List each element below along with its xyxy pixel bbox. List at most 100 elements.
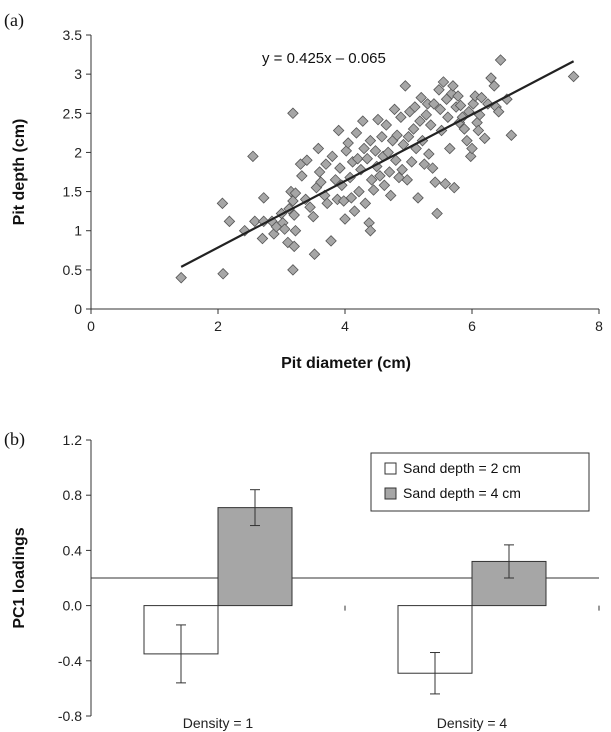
scatter-y-axis-title: Pit depth (cm) (11, 119, 28, 226)
scatter-y-tick-label: 2.5 (63, 105, 83, 121)
scatter-point (458, 123, 471, 135)
scatter-point (217, 268, 229, 280)
scatter-point (472, 124, 485, 137)
scatter-point (348, 205, 361, 217)
scatter-point (359, 197, 372, 210)
panel-a-label: (a) (4, 10, 24, 31)
scatter-point (415, 91, 427, 104)
scatter-y-tick-label: 3 (74, 66, 82, 82)
scatter-point (448, 181, 460, 194)
scatter-point (325, 235, 337, 247)
scatter-point (466, 142, 478, 155)
bar-y-ticks: 1.2 0.8 0.4 0.0 -0.4 -0.8 (58, 432, 91, 724)
scatter-point (467, 98, 480, 110)
scatter-point (414, 115, 426, 127)
scatter-point (428, 98, 440, 110)
scatter-point (494, 54, 507, 66)
scatter-y-tick-label: 0 (74, 301, 82, 317)
scatter-point (351, 152, 364, 165)
scatter-x-ticks: 0 2 4 6 8 (87, 309, 603, 334)
scatter-point (405, 156, 418, 168)
bar-y-tick-label: 0.8 (63, 487, 83, 503)
scatter-point (374, 170, 386, 182)
scatter-point (442, 111, 454, 123)
legend-box (370, 452, 590, 512)
scatter-point (358, 142, 370, 155)
scatter-point (485, 72, 497, 84)
panel-b-label: (b) (4, 429, 25, 450)
scatter-point (289, 224, 302, 237)
scatter-point (287, 107, 299, 120)
scatter-point (376, 131, 388, 143)
scatter-point (482, 98, 494, 110)
scatter-point (434, 103, 447, 116)
scatter-point (433, 84, 445, 96)
scatter-point (488, 80, 500, 92)
scatter-point (420, 109, 433, 121)
scatter-point (357, 115, 369, 127)
legend-label-4cm: Sand depth = 4 cm (403, 485, 521, 501)
scatter-x-tick-label: 8 (595, 318, 603, 334)
scatter-point (567, 70, 580, 83)
legend-swatch-4cm (384, 487, 397, 500)
scatter-point (315, 176, 327, 188)
scatter-point (388, 103, 401, 116)
scatter-point (431, 207, 443, 220)
category-label: Density = 4 (437, 715, 508, 731)
scatter-point (308, 248, 321, 260)
trendline-equation: y = 0.425x – 0.065 (262, 50, 386, 67)
legend-label-2cm: Sand depth = 2 cm (403, 460, 521, 476)
scatter-point (384, 189, 397, 202)
scatter-point (326, 150, 339, 163)
scatter-point (320, 158, 332, 170)
scatter-point (364, 134, 377, 147)
scatter-point (339, 213, 351, 225)
scatter-point (492, 105, 505, 118)
scatter-point (340, 145, 353, 157)
scatter-point (288, 209, 300, 221)
legend: Sand depth = 2 cm Sand depth = 4 cm (370, 452, 590, 512)
scatter-point (332, 124, 345, 137)
trendline (180, 60, 575, 268)
scatter-point (452, 90, 464, 102)
scatter-point (412, 192, 424, 204)
bars (143, 489, 547, 695)
scatter-point (257, 192, 270, 204)
scatter-point (304, 201, 316, 213)
scatter-point (353, 185, 365, 198)
scatter-y-tick-label: 2 (74, 144, 82, 160)
bar-y-tick-label: -0.8 (58, 708, 82, 724)
scatter-point (401, 174, 413, 186)
scatter-point (429, 176, 441, 188)
bar-y-axis-title: PC1 loadings (11, 527, 28, 628)
scatter-x-tick-label: 6 (468, 318, 476, 334)
scatter-y-tick-label: 1.5 (63, 184, 83, 200)
legend-swatch-2cm (384, 462, 397, 475)
scatter-point (301, 154, 313, 167)
scatter-points (175, 54, 580, 284)
scatter-point (287, 264, 299, 276)
scatter-x-tick-label: 4 (341, 318, 349, 334)
scatter-point (396, 163, 408, 176)
bar-y-tick-label: 1.2 (63, 432, 83, 448)
scatter-point (289, 187, 302, 199)
scatter-point (464, 150, 477, 163)
scatter-point (365, 174, 378, 186)
scatter-point (395, 111, 407, 123)
scatter-point (364, 224, 377, 237)
scatter-point (247, 150, 259, 163)
scatter-y-tick-label: 0.5 (63, 262, 83, 278)
scatter-point (355, 163, 367, 176)
scatter-point (223, 215, 236, 228)
scatter-point (312, 142, 325, 155)
scatter-point (380, 119, 393, 131)
scatter-point (475, 91, 488, 104)
scatter-point (444, 142, 456, 155)
scatter-point (278, 223, 291, 235)
scatter-point (424, 119, 437, 131)
scatter-y-ticks: 0 0.5 1 1.5 2 2.5 3 3.5 (63, 27, 91, 317)
scatter-point (350, 127, 363, 139)
scatter-point (454, 99, 467, 112)
scatter-point (439, 177, 452, 190)
bar-panel: (b) 1.20.80.40.0-0.4-0.8 Density = 1 Dens… (4, 429, 600, 731)
